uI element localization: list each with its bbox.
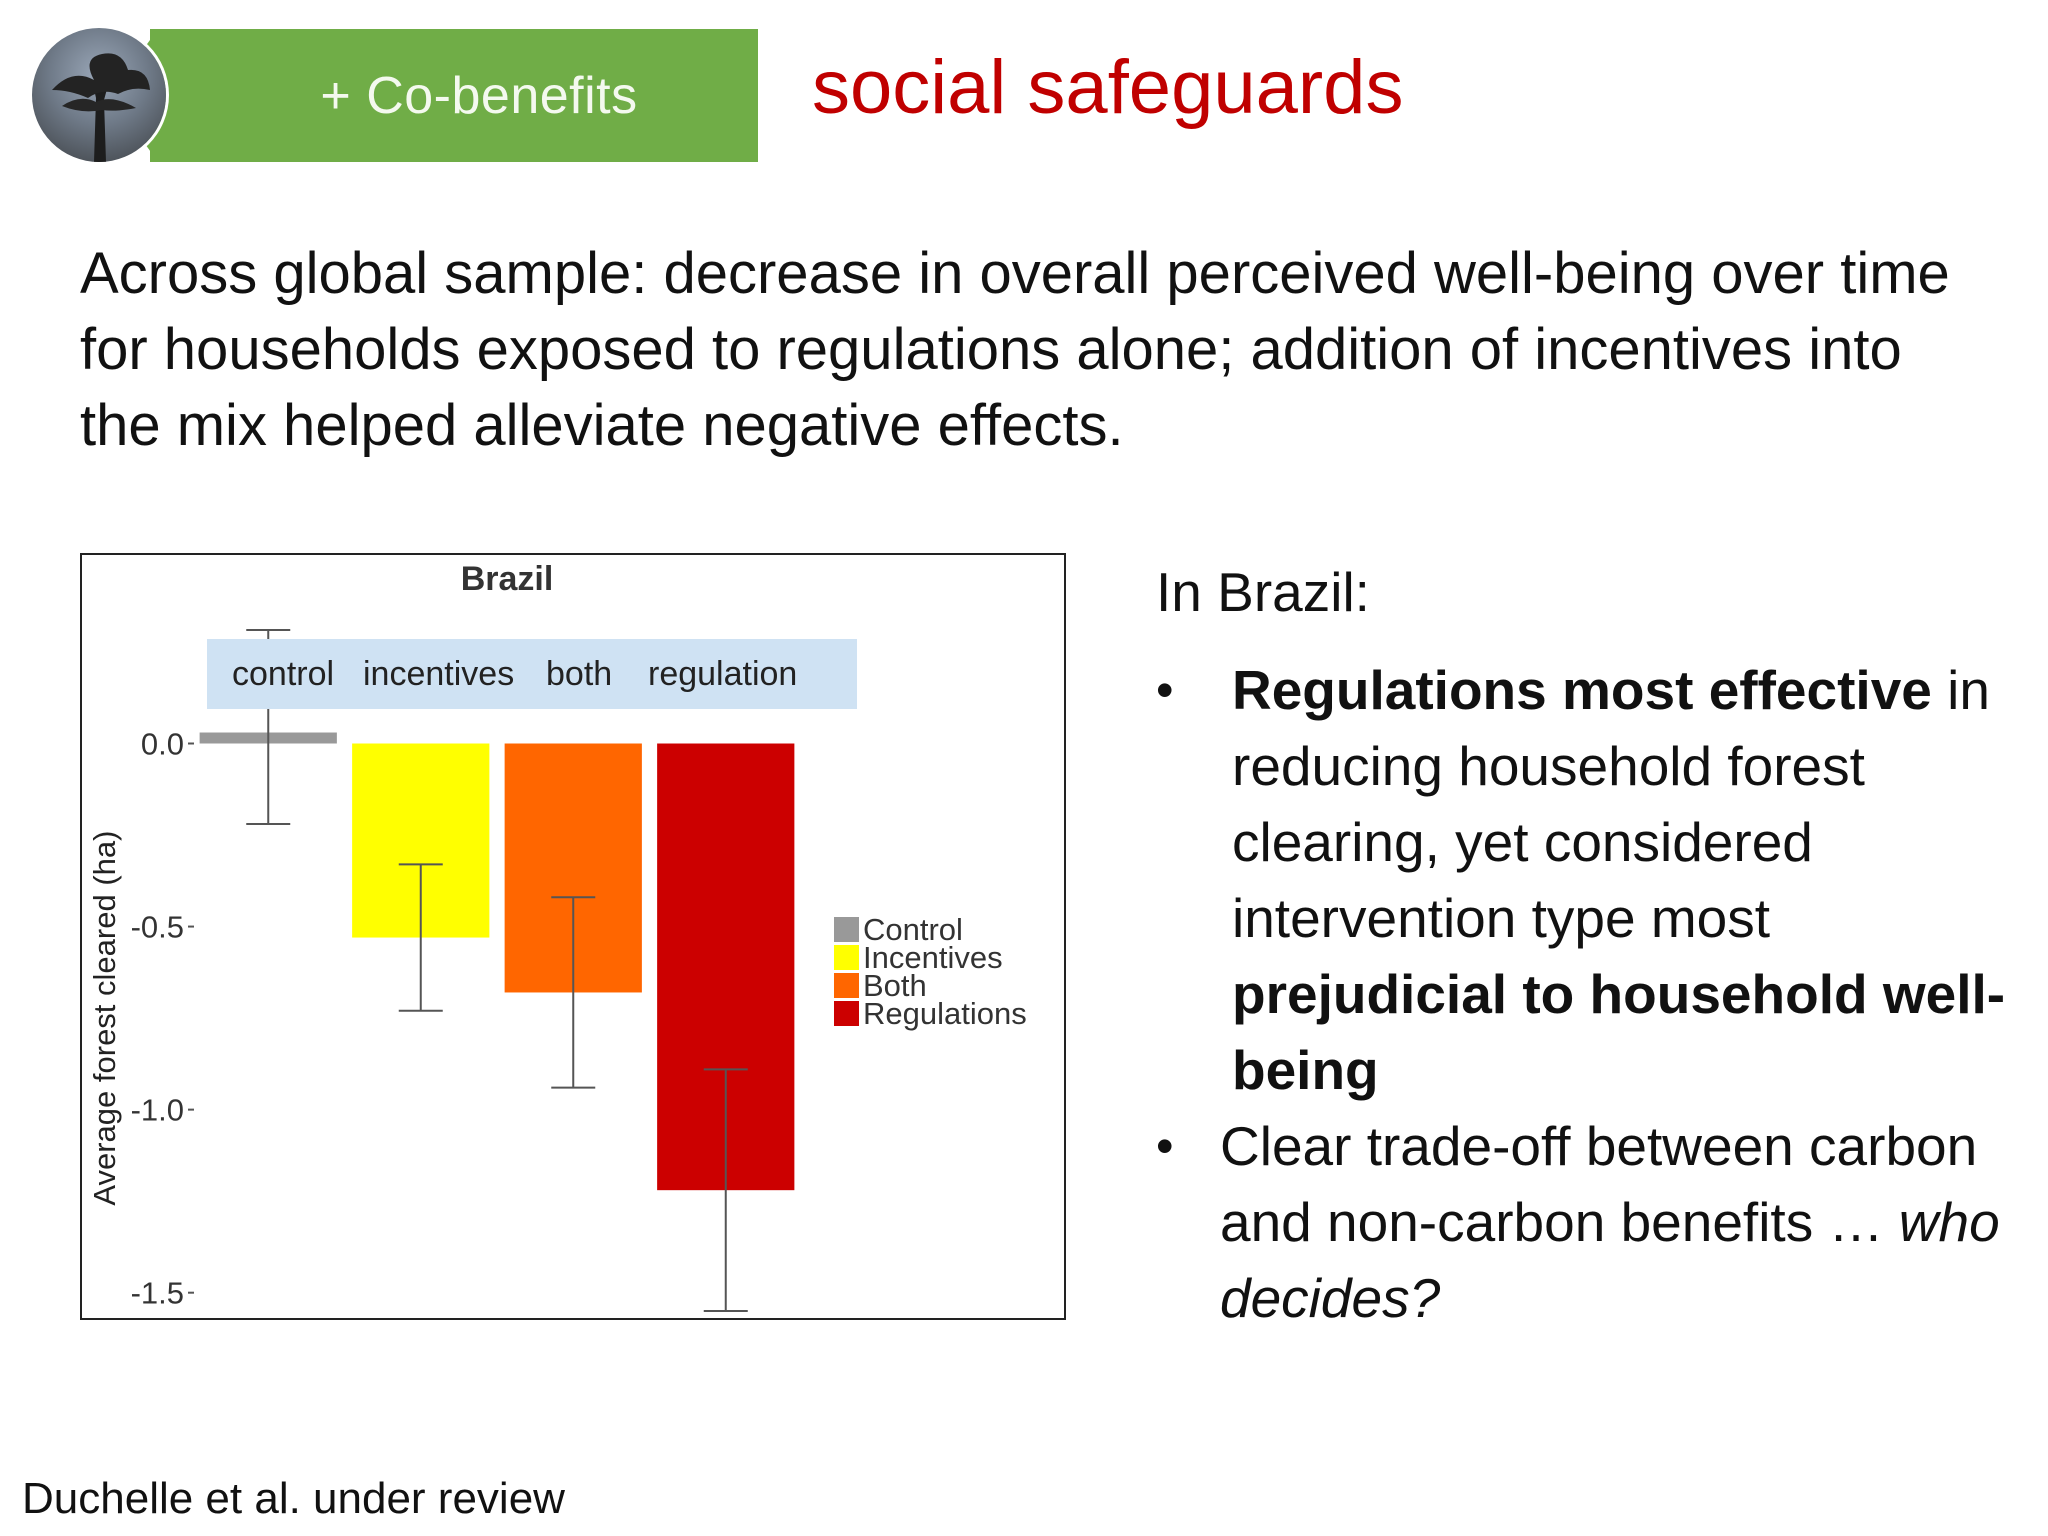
annotation-label-regulation: regulation xyxy=(648,655,797,693)
annotation-label-both: both xyxy=(546,655,612,693)
chart-title: Brazil xyxy=(461,560,554,598)
legend-label-both: Both xyxy=(863,968,927,1003)
legend-swatch-regulations xyxy=(834,1001,859,1026)
legend-swatch-incentives xyxy=(834,945,859,970)
bullet1-bold-b: prejudicial to household well-being xyxy=(1232,963,2006,1101)
bullet1-text: in reducing household forest clearing, y… xyxy=(1232,659,1990,949)
bullet-tradeoff: Clear trade-off between carbon and non-c… xyxy=(1156,1108,2016,1336)
annotation-label-control: control xyxy=(232,655,334,693)
y-tick-label: -1.5 xyxy=(131,1276,184,1311)
brazil-findings: In Brazil: Regulations most effective in… xyxy=(1156,554,2016,1336)
legend-label-regulations: Regulations xyxy=(863,996,1027,1031)
bullet2-text: Clear trade-off between carbon and non-c… xyxy=(1220,1115,1978,1253)
co-benefits-label: + Co-benefits xyxy=(320,66,638,125)
legend-label-control: Control xyxy=(863,912,963,947)
legend-swatch-control xyxy=(834,917,859,942)
y-tick-label: 0.0 xyxy=(141,727,184,762)
annotation-label-incentives: incentives xyxy=(363,655,514,693)
brazil-chart: Brazil Average forest cleared (ha) 0.0 -0.5… xyxy=(80,553,1066,1320)
brazil-bar-chart: Brazil Average forest cleared (ha) 0.0 -0.5… xyxy=(87,560,1027,1312)
tree-silhouette-icon xyxy=(52,53,150,162)
bullet-regulations: Regulations most effective in reducing h… xyxy=(1156,652,2016,1108)
bullet2-italic: who decides? xyxy=(1220,1191,2000,1329)
y-tick-label: -0.5 xyxy=(131,910,184,945)
citation: Duchelle et al. under review xyxy=(22,1474,565,1523)
brazil-lead: In Brazil: xyxy=(1156,561,1370,623)
category-annotation-box xyxy=(207,639,857,709)
legend-label-incentives: Incentives xyxy=(863,940,1003,975)
bullet1-bold-a: Regulations most effective xyxy=(1232,659,1932,721)
y-axis-label: Average forest cleared (ha) xyxy=(87,831,122,1206)
intro-paragraph: Across global sample: decrease in overal… xyxy=(80,241,1950,458)
legend-swatch-both xyxy=(834,973,859,998)
tree-photo-avatar xyxy=(32,28,166,162)
slide-title: social safeguards xyxy=(812,45,1404,130)
co-benefits-banner: + Co-benefits xyxy=(150,29,758,162)
y-tick-label: -1.0 xyxy=(131,1093,184,1128)
